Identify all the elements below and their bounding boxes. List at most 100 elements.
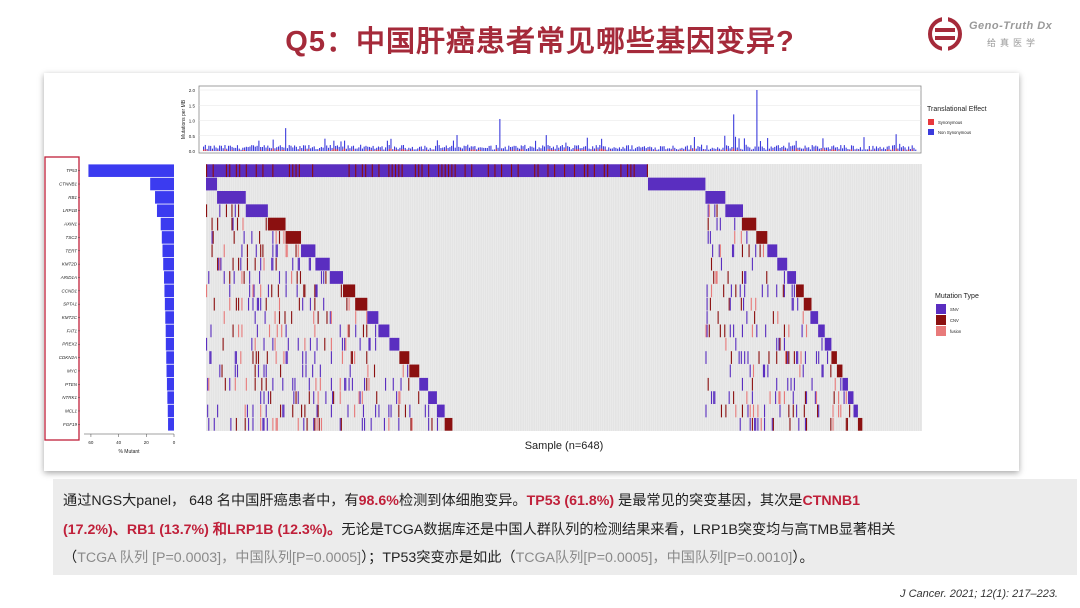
tmb-bar-non-synonymous bbox=[385, 147, 387, 151]
oncoplot-cell bbox=[207, 404, 209, 418]
oncoplot-cell bbox=[783, 324, 785, 338]
tmb-bar-non-synonymous bbox=[865, 149, 867, 151]
oncoplot-cell bbox=[845, 391, 847, 404]
tmb-bar-non-synonymous bbox=[431, 149, 433, 151]
oncoplot-cell bbox=[263, 257, 265, 271]
tmb-bar-non-synonymous bbox=[602, 146, 604, 151]
tmb-bar-non-synonymous bbox=[352, 145, 355, 151]
tmb-bar-non-synonymous bbox=[545, 135, 547, 151]
oncoplot-cell-block bbox=[409, 364, 420, 378]
oncoplot-cell bbox=[208, 271, 210, 284]
tmb-bar-non-synonymous bbox=[665, 149, 667, 151]
oncoplot-cell bbox=[792, 391, 794, 404]
tmb-bar-synonymous bbox=[736, 149, 738, 151]
tmb-bar-non-synonymous bbox=[351, 146, 353, 151]
oncoplot-cell bbox=[317, 391, 319, 404]
gene-label: ARID1A bbox=[60, 275, 77, 280]
tmb-bar-non-synonymous bbox=[709, 148, 712, 151]
tmb-bar-non-synonymous bbox=[395, 147, 397, 151]
tmb-bar-non-synonymous bbox=[331, 147, 333, 151]
oncoplot-figure: 0.0 0.5 1.0 1.5 2.0 Mutations per MB Translati… bbox=[44, 73, 1019, 471]
percent-axis-tick-label: 20 bbox=[144, 440, 150, 445]
oncoplot-cell-tp53 bbox=[229, 164, 231, 178]
tmb-bar-non-synonymous bbox=[244, 147, 246, 151]
tmb-bar-synonymous bbox=[388, 149, 390, 151]
tmb-bar-synonymous bbox=[642, 149, 644, 151]
oncoplot-cell bbox=[339, 324, 341, 338]
tmb-bar-synonymous bbox=[393, 149, 396, 151]
tmb-bar-non-synonymous bbox=[468, 147, 471, 151]
tmb-bar-non-synonymous bbox=[586, 137, 588, 151]
tmb-bar-non-synonymous bbox=[840, 145, 842, 151]
tmb-bar-non-synonymous bbox=[297, 149, 299, 151]
oncoplot-cell bbox=[796, 404, 798, 418]
oncoplot-cell bbox=[280, 364, 282, 378]
oncoplot-cell bbox=[304, 404, 306, 418]
oncoplot-cell bbox=[792, 404, 794, 418]
tmb-bar-non-synonymous bbox=[347, 145, 349, 151]
oncoplot-cell-block bbox=[836, 364, 843, 378]
tmb-bar-non-synonymous bbox=[543, 146, 546, 151]
tmb-bar-non-synonymous bbox=[542, 145, 544, 151]
tmb-bar-non-synonymous bbox=[245, 146, 247, 151]
tmb-bar-non-synonymous bbox=[376, 147, 378, 151]
tmb-bar-non-synonymous bbox=[422, 149, 424, 151]
oncoplot-cell bbox=[240, 257, 242, 271]
oncoplot-cell bbox=[330, 351, 332, 364]
oncoplot-cell-block bbox=[803, 297, 812, 311]
page-title: Q5：中国肝癌患者常见哪些基因变异? bbox=[285, 26, 795, 58]
oncoplot-cell bbox=[751, 257, 753, 271]
tmb-bar-synonymous bbox=[563, 149, 565, 151]
tmb-bar-non-synonymous bbox=[338, 146, 340, 151]
percent-mutant-bar bbox=[165, 311, 174, 324]
tmb-bar-non-synonymous bbox=[831, 146, 833, 151]
tmb-bar-non-synonymous bbox=[790, 146, 792, 151]
oncoplot-cell bbox=[388, 404, 390, 418]
tmb-bar-non-synonymous bbox=[445, 145, 447, 151]
tmb-bar-non-synonymous bbox=[642, 146, 644, 151]
oncoplot-cell bbox=[217, 404, 219, 418]
oncoplot-cell bbox=[247, 417, 250, 431]
tmb-bar-non-synonymous bbox=[361, 148, 363, 151]
tmb-bar-non-synonymous bbox=[624, 148, 626, 151]
tmb-bar-non-synonymous bbox=[634, 148, 637, 151]
oncoplot-cell bbox=[428, 404, 430, 418]
oncoplot-cell bbox=[351, 351, 353, 364]
oncoplot-cell bbox=[791, 284, 793, 298]
tmb-bar-synonymous bbox=[376, 150, 378, 151]
oncoplot-cell bbox=[260, 417, 262, 431]
tmb-bar-non-synonymous bbox=[354, 148, 356, 151]
tmb-bar-non-synonymous bbox=[756, 90, 758, 151]
oncoplot-cell bbox=[241, 297, 243, 311]
tmb-bar-non-synonymous bbox=[224, 145, 226, 151]
oncoplot-cell-tp53 bbox=[206, 164, 208, 178]
tmb-bar-non-synonymous bbox=[476, 149, 478, 151]
oncoplot-cell bbox=[428, 417, 430, 431]
tmb-bar-synonymous bbox=[649, 149, 651, 151]
tmb-bar-synonymous bbox=[838, 150, 840, 151]
oncoplot-cell bbox=[361, 417, 363, 431]
tmb-bar-non-synonymous bbox=[522, 146, 524, 151]
oncoplot-cell bbox=[840, 404, 842, 418]
oncoplot-cell bbox=[762, 364, 764, 378]
oncoplot-cell bbox=[225, 204, 227, 218]
oncoplot-cell bbox=[272, 337, 274, 351]
oncoplot-cell bbox=[398, 391, 400, 404]
tmb-bar-non-synonymous bbox=[863, 137, 865, 151]
oncoplot-cell bbox=[260, 257, 262, 271]
tmb-bar-synonymous bbox=[276, 149, 278, 151]
tmb-bar-non-synonymous bbox=[497, 147, 499, 151]
tmb-bar-synonymous bbox=[879, 149, 881, 151]
tmb-y-tick-label: 1.0 bbox=[189, 119, 196, 124]
tmb-bar-non-synonymous bbox=[793, 145, 795, 151]
oncoplot-cell bbox=[760, 417, 762, 431]
oncoplot-cell bbox=[254, 364, 256, 378]
oncoplot-cell-block bbox=[389, 337, 400, 351]
oncoplot-cell bbox=[834, 377, 836, 391]
percent-axis-tick-label: 0 bbox=[173, 440, 176, 445]
oncoplot-cell-block bbox=[743, 217, 757, 231]
oncoplot-cell bbox=[367, 364, 369, 378]
tmb-bar-non-synonymous bbox=[861, 149, 863, 151]
oncoplot-cell bbox=[733, 244, 735, 258]
tmb-bar-synonymous bbox=[670, 150, 672, 151]
